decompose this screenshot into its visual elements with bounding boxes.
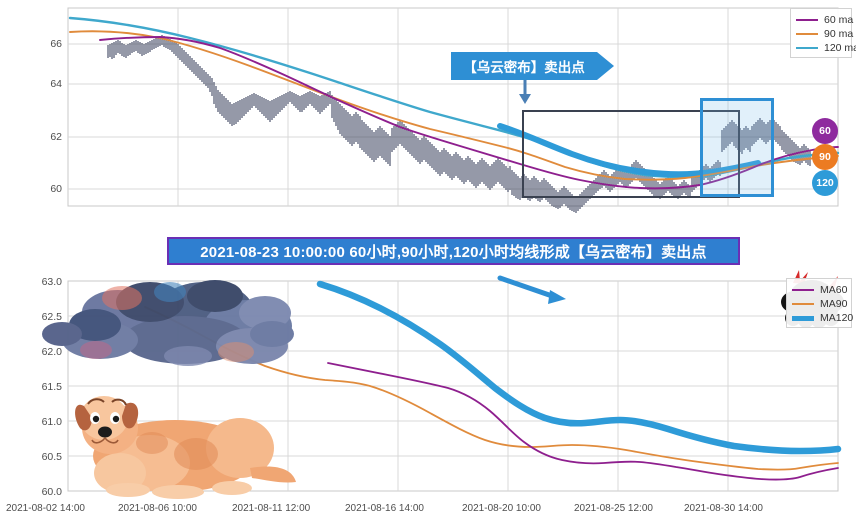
ma90-line-bottom	[144, 306, 839, 471]
badge-ma90[interactable]: 90	[812, 144, 838, 170]
bottom-ytick-4: 61.0	[41, 416, 62, 428]
top-legend: 60 ma 90 ma 120 ma	[790, 8, 856, 58]
bottom-ytick-5: 60.5	[41, 451, 62, 463]
legend-label-60ma: 60 ma	[824, 14, 854, 26]
legend-item-120ma: 120 ma	[796, 41, 856, 55]
highlight-rectangle[interactable]	[700, 98, 774, 197]
xtick-6: 2021-08-30 14:00	[684, 503, 763, 514]
signal-caption-text: 2021-08-23 10:00:00 60小时,90小时,120小时均线形成【…	[200, 243, 707, 261]
xtick-3: 2021-08-16 14:00	[345, 503, 424, 514]
legend-label-ma120: MA120	[820, 312, 854, 324]
bottom-chart-canvas	[42, 270, 844, 499]
legend-item-ma120: MA120	[792, 311, 853, 325]
badge-ma90-label: 90	[819, 151, 831, 163]
top-chart-canvas	[67, 7, 840, 213]
legend-label-ma90: MA90	[820, 298, 848, 310]
top-ytick-2: 62	[50, 131, 62, 143]
legend-item-90ma: 90 ma	[796, 27, 853, 41]
badge-ma120[interactable]: 120	[812, 170, 838, 196]
price-candlestick-panel: 66 64 62 60	[0, 0, 856, 228]
badge-ma60-label: 60	[819, 125, 831, 137]
moving-average-detail-panel: 63.0 62.5 62.0 61.5 61.0 60.5 60.0	[0, 268, 856, 520]
selection-rectangle[interactable]	[522, 110, 740, 198]
legend-item-60ma: 60 ma	[796, 13, 853, 27]
legend-label-120ma: 120 ma	[824, 42, 856, 54]
bottom-legend: MA60 MA90 MA120	[786, 278, 853, 328]
xtick-2: 2021-08-11 12:00	[232, 503, 311, 514]
bottom-ytick-3: 61.5	[41, 381, 62, 393]
legend-item-ma90: MA90	[792, 297, 848, 311]
badge-ma120-label: 120	[816, 177, 834, 189]
down-right-arrow-icon	[497, 275, 566, 304]
legend-swatch-90ma	[796, 33, 818, 35]
legend-item-ma60: MA60	[792, 283, 848, 297]
legend-label-90ma: 90 ma	[824, 28, 854, 40]
xtick-5: 2021-08-25 12:00	[574, 503, 653, 514]
dog-icon	[75, 396, 296, 499]
badge-ma60[interactable]: 60	[812, 118, 838, 144]
legend-swatch-120ma	[796, 47, 818, 49]
signal-caption-bar: 2021-08-23 10:00:00 60小时,90小时,120小时均线形成【…	[167, 237, 740, 265]
top-ytick-1: 64	[50, 78, 62, 90]
xtick-0: 2021-08-02 14:00	[6, 503, 85, 514]
xtick-1: 2021-08-06 10:00	[118, 503, 197, 514]
ma60-line-top	[99, 36, 839, 190]
legend-label-ma60: MA60	[820, 284, 848, 296]
bottom-ytick-1: 62.5	[41, 311, 62, 323]
ma120-line-bottom	[316, 280, 842, 455]
top-ytick-3: 60	[50, 183, 62, 195]
bottom-ytick-0: 63.0	[41, 276, 62, 288]
top-ytick-0: 66	[50, 38, 62, 50]
ma60-line-bottom	[327, 362, 839, 481]
legend-swatch-ma60	[792, 289, 814, 291]
legend-swatch-ma90	[792, 303, 814, 305]
bottom-ytick-6: 60.0	[41, 486, 62, 498]
ma120-emphasis-top	[497, 123, 761, 178]
sell-signal-banner: 【乌云密布】卖出点	[451, 52, 614, 80]
legend-swatch-ma120	[792, 315, 814, 321]
sell-signal-banner-label: 【乌云密布】卖出点	[463, 60, 585, 75]
bottom-ytick-2: 62.0	[41, 346, 62, 358]
storm-cloud-icon	[42, 280, 294, 366]
xtick-4: 2021-08-20 10:00	[462, 503, 541, 514]
legend-swatch-60ma	[796, 19, 818, 21]
